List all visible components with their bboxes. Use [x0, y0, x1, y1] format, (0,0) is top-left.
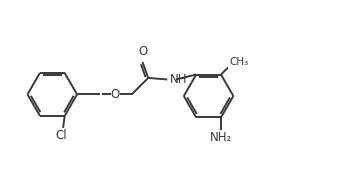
Text: Cl: Cl — [56, 129, 67, 142]
Text: O: O — [111, 88, 120, 101]
Text: NH₂: NH₂ — [210, 131, 232, 144]
Text: NH: NH — [170, 73, 188, 86]
Text: O: O — [138, 45, 147, 58]
Text: CH₃: CH₃ — [229, 57, 248, 67]
